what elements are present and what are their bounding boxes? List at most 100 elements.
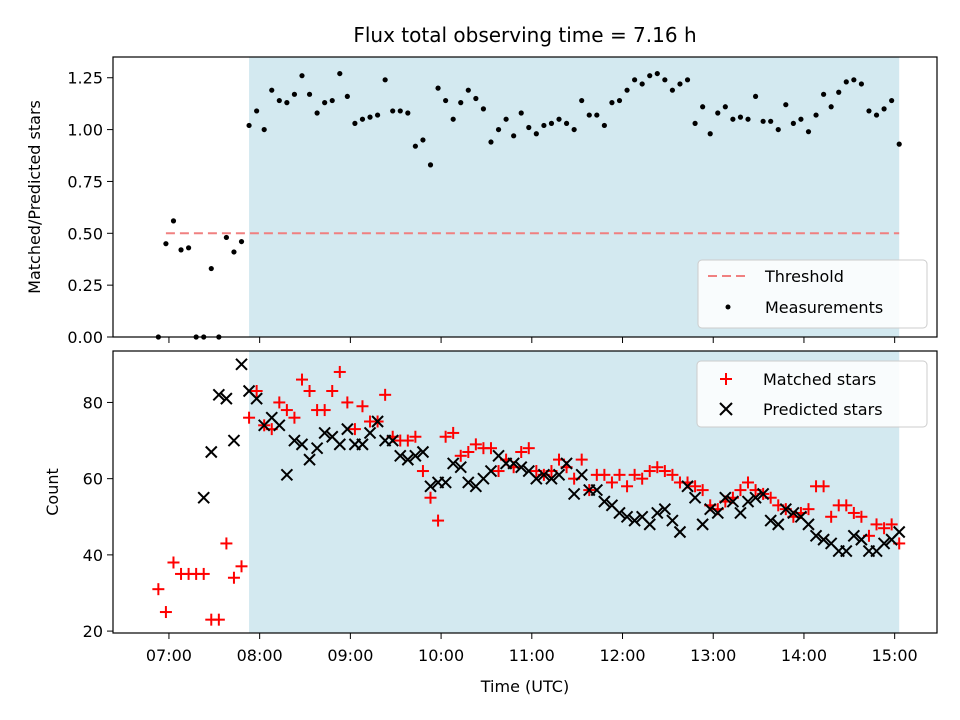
matched-star-point — [817, 480, 830, 493]
measurement-point — [594, 112, 600, 118]
measurement-point — [427, 162, 434, 168]
measurement-point — [405, 110, 411, 116]
predicted-star-point — [802, 518, 815, 531]
matched-star-point — [840, 499, 853, 512]
measurement-point — [737, 114, 744, 120]
measurement-point — [533, 131, 539, 137]
measurement-point — [329, 97, 335, 104]
measurement-point — [397, 108, 403, 114]
predicted-star-point — [386, 434, 399, 447]
predicted-star-point — [250, 392, 263, 405]
predicted-star-point — [318, 426, 331, 440]
matched-star-point — [250, 385, 263, 398]
measurement-point — [798, 116, 804, 122]
measurement-point — [715, 110, 721, 116]
measurement-point — [382, 77, 388, 83]
matched-star-point — [605, 476, 618, 489]
measurement-point — [291, 91, 298, 97]
bottom-x-ticks: 07:00 08:00 09:00 10:00 11:00 12:00 13:00 14:00… — [146, 633, 918, 665]
measurement-point — [480, 106, 487, 112]
measurement-point — [889, 97, 895, 104]
matched-star-point — [462, 445, 475, 458]
bottom-x-axis-label: Time (UTC) — [480, 677, 569, 696]
measurement-point — [609, 100, 615, 106]
measurement-point — [654, 70, 660, 77]
predicted-star-point — [628, 514, 641, 527]
measurement-point — [669, 87, 676, 93]
matched-star-point — [847, 506, 860, 519]
measurement-points — [155, 70, 902, 340]
matched-star-point — [666, 468, 679, 481]
matched-star-point — [651, 461, 664, 474]
matched-star-point — [870, 518, 883, 531]
predicted-star-point — [409, 449, 422, 463]
measurement-point — [420, 137, 426, 143]
measurement-point — [458, 100, 464, 106]
matched-star-point — [424, 491, 437, 504]
predicted-star-point — [681, 480, 694, 493]
measurement-point — [163, 241, 169, 247]
measurement-point — [231, 249, 237, 255]
predicted-star-point — [666, 514, 679, 527]
matched-star-point — [220, 537, 233, 550]
matched-star-point — [515, 445, 528, 458]
predicted-star-point — [787, 506, 800, 520]
measurement-point — [624, 87, 630, 93]
matched-star-point — [598, 468, 611, 481]
predicted-star-point — [484, 464, 498, 478]
bottom-y-tick-label: 20 — [83, 622, 103, 641]
predicted-star-point — [620, 510, 634, 523]
measurement-point — [677, 81, 683, 87]
predicted-star-point — [764, 514, 777, 527]
predicted-star-point — [756, 487, 770, 501]
predicted-star-point — [696, 518, 709, 531]
legend-threshold-label: Threshold — [764, 267, 844, 286]
legend-matched-swatch — [720, 373, 732, 385]
top-y-tick-label: 1.25 — [67, 69, 103, 88]
matched-star-point — [696, 484, 709, 497]
bottom-x-tick-label: 11:00 — [509, 646, 555, 665]
top-y-axis-label: Matched/Predicted stars — [25, 100, 44, 294]
bottom-x-tick-label: 07:00 — [146, 646, 192, 665]
matched-star-point — [658, 465, 671, 478]
measurement-point — [662, 77, 668, 83]
measurement-point — [314, 110, 320, 116]
matched-star-point — [212, 613, 225, 626]
matched-star-point — [469, 438, 482, 451]
predicted-star-point — [537, 468, 551, 482]
measurement-point — [639, 81, 645, 87]
predicted-star-point — [598, 495, 611, 508]
bottom-x-tick-label: 13:00 — [690, 646, 736, 665]
measurement-point — [359, 116, 366, 122]
top-y-tick-label: 0.00 — [67, 328, 103, 347]
measurement-point — [821, 91, 827, 97]
matched-star-point — [575, 453, 588, 466]
matched-star-point — [333, 365, 346, 378]
predicted-star-point — [567, 487, 581, 501]
predicted-star-point — [454, 461, 467, 474]
bottom-y-tick-label: 60 — [83, 470, 103, 489]
matched-star-point — [855, 510, 868, 523]
predicted-star-point — [688, 491, 702, 504]
predicted-stars-points — [197, 358, 906, 558]
matched-star-point — [689, 480, 702, 493]
predicted-star-point — [424, 480, 437, 493]
bottom-x-tick-label: 15:00 — [872, 646, 918, 665]
measurement-point — [473, 95, 479, 102]
predicted-star-point — [439, 476, 452, 489]
predicted-star-point — [651, 506, 664, 520]
measurement-point — [170, 218, 177, 224]
predicted-star-point — [227, 434, 241, 447]
bottom-panel-frame — [112, 350, 938, 634]
top-panel: 0.00 0.25 0.50 0.75 1.00 1.25 Flux total obse… — [25, 23, 938, 347]
measurement-point — [541, 122, 547, 129]
predicted-star-point — [711, 506, 724, 520]
predicted-star-point — [371, 415, 384, 428]
bottom-x-tick-label: 10:00 — [418, 646, 464, 665]
matched-star-point — [878, 522, 891, 535]
measurement-point — [647, 73, 653, 79]
matched-stars-points — [152, 365, 906, 626]
predicted-star-point — [749, 491, 762, 504]
bottom-y-tick-label: 40 — [83, 546, 103, 565]
